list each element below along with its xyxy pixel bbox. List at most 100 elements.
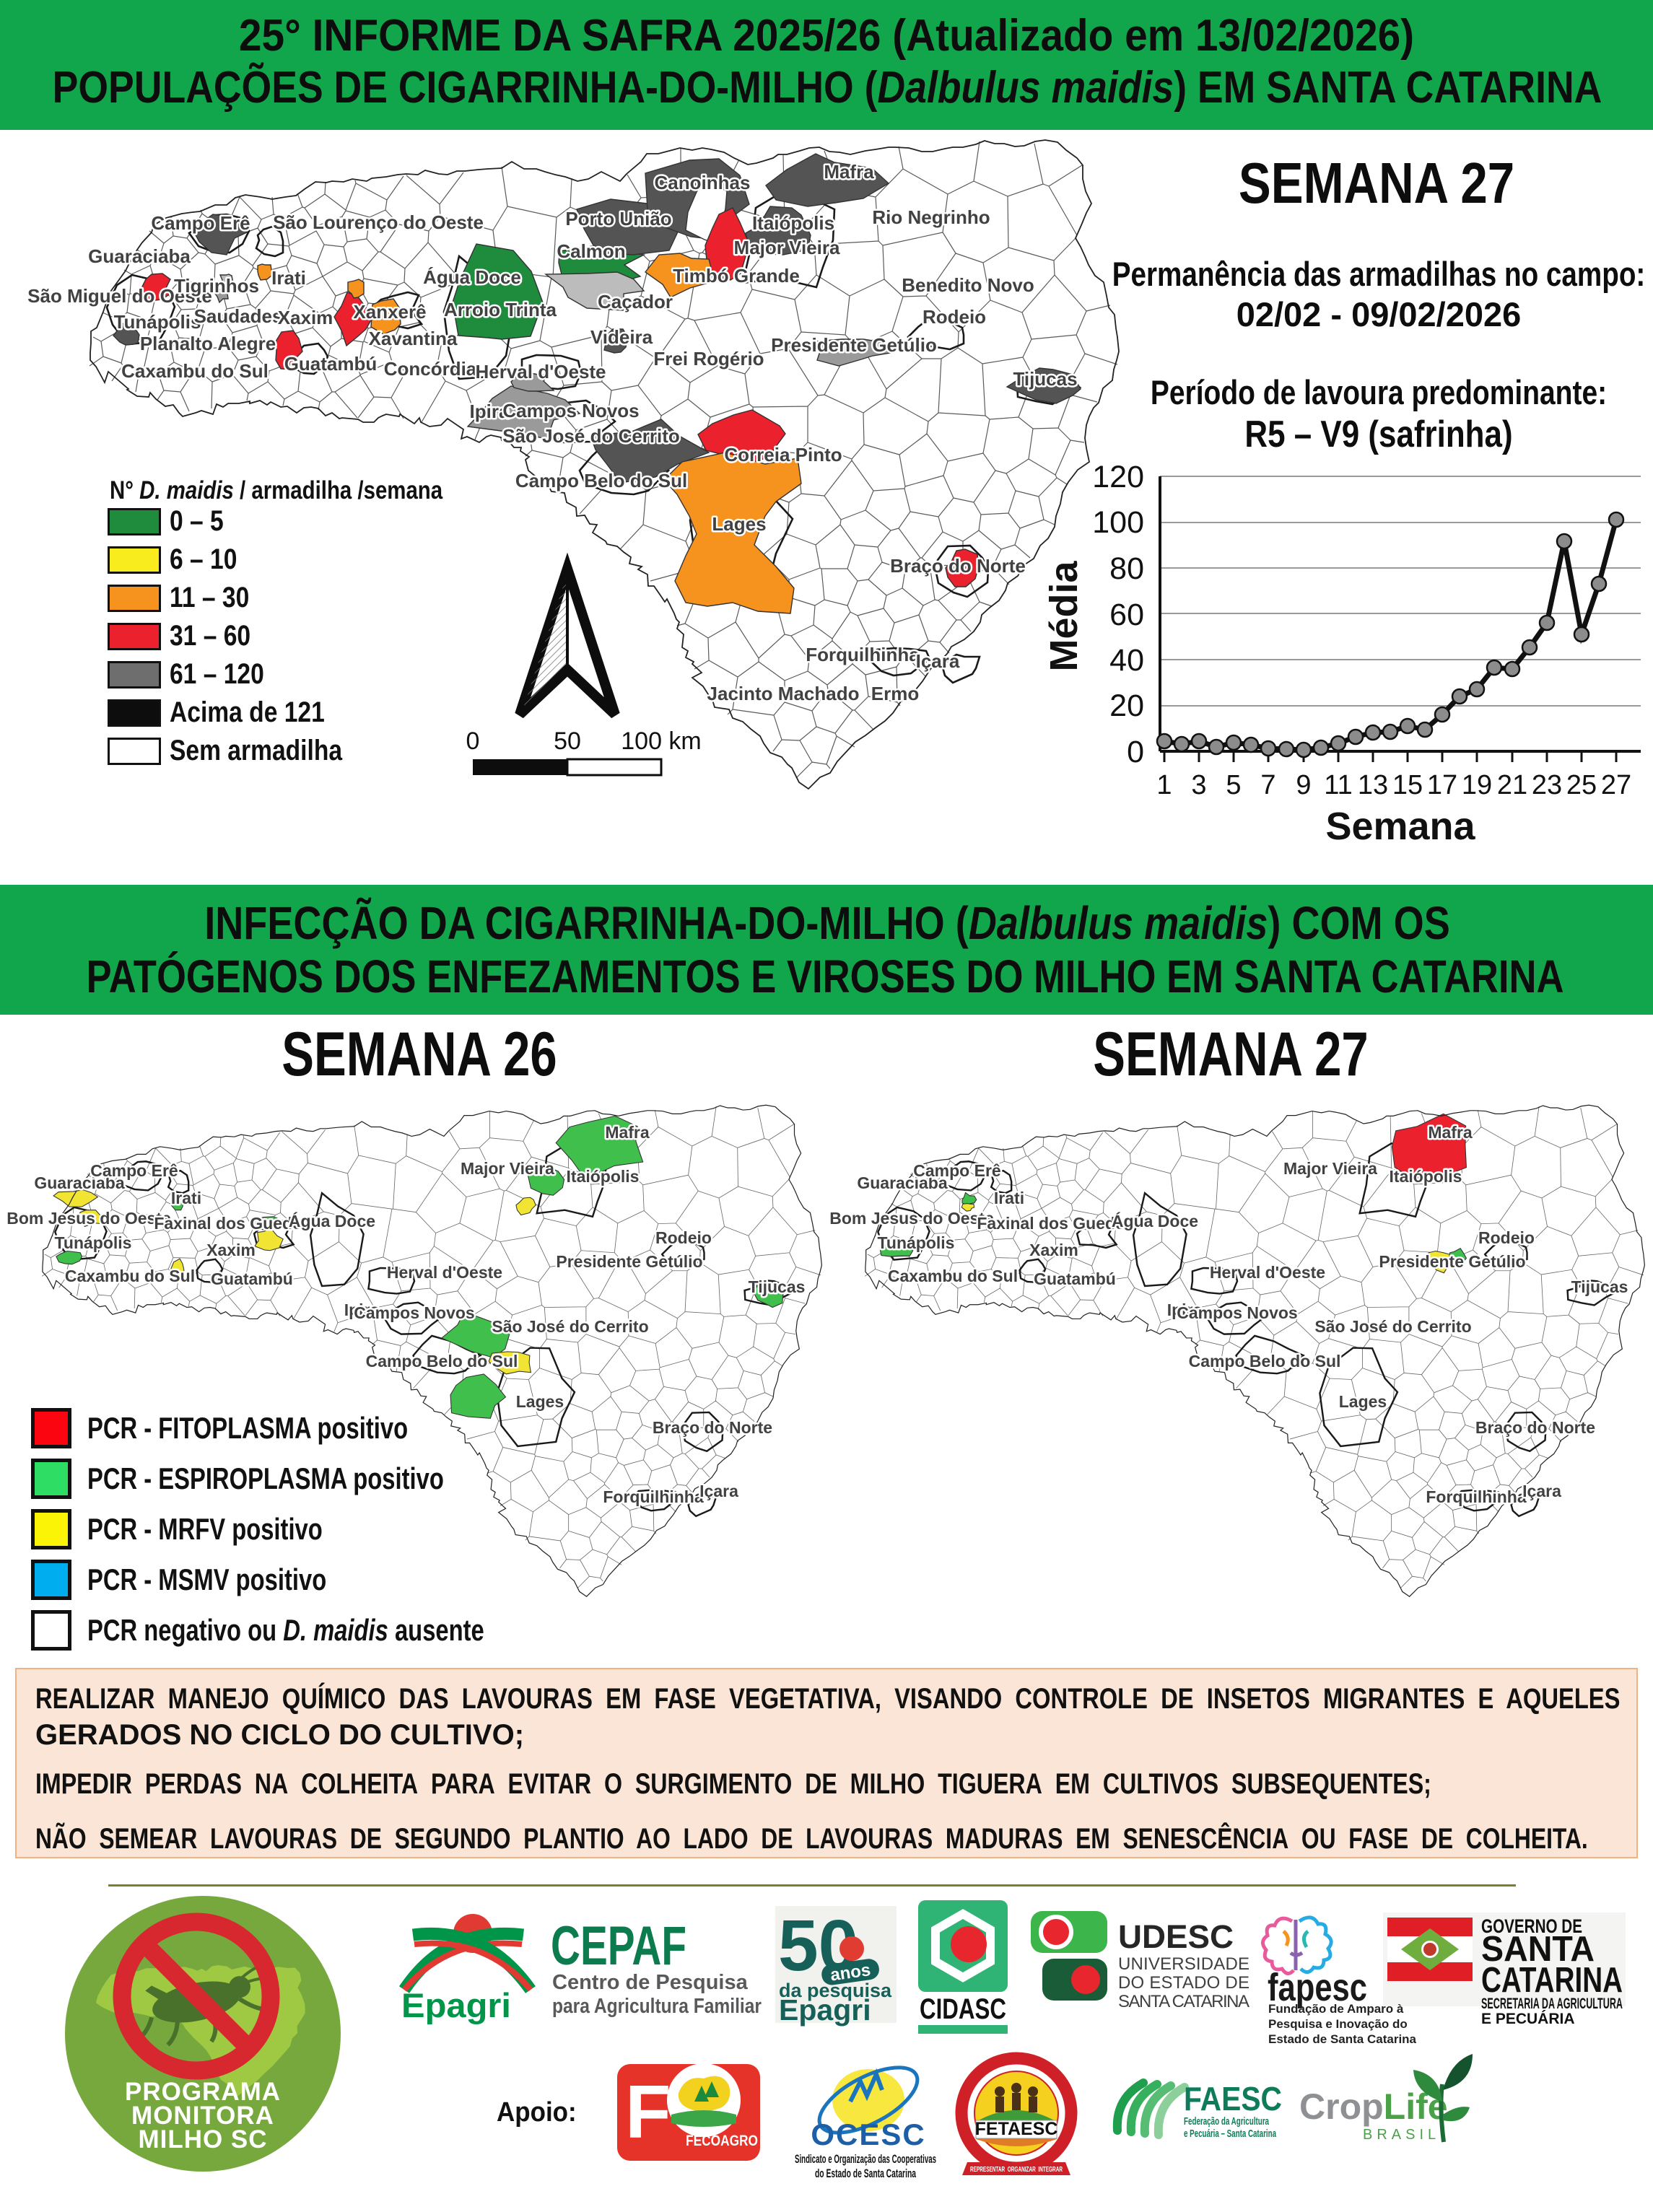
svg-text:CIDASC: CIDASC [920,1993,1006,2025]
svg-text:Epagri: Epagri [779,1993,871,2027]
svg-text:Água Doce: Água Doce [1112,1211,1198,1230]
svg-text:Forquilhinha: Forquilhinha [1426,1487,1526,1506]
svg-text:UNIVERSIDADE: UNIVERSIDADE [1118,1954,1249,1974]
svg-text:Rodeio: Rodeio [1478,1228,1535,1247]
svg-text:20: 20 [1109,688,1144,723]
svg-text:Guatambú: Guatambú [211,1269,293,1288]
svg-text:Média: Média [1042,561,1086,672]
svg-text:80: 80 [1109,551,1144,586]
svg-text:Braço do Norte: Braço do Norte [890,555,1026,577]
svg-text:Concórdia: Concórdia [384,358,477,380]
svg-text:Campo Belo do Sul: Campo Belo do Sul [1189,1352,1341,1371]
svg-text:Herval d'Oeste: Herval d'Oeste [475,361,606,382]
svg-text:0: 0 [1127,735,1144,769]
svg-text:Forquilhinha: Forquilhinha [603,1487,703,1506]
svg-text:São Lourenço do Oeste: São Lourenço do Oeste [273,211,484,233]
svg-text:Campo Erê: Campo Erê [90,1161,178,1180]
svg-text:Herval d'Oeste: Herval d'Oeste [387,1263,502,1282]
svg-text:São José do Cerrito: São José do Cerrito [1314,1317,1471,1336]
svg-text:Água Doce: Água Doce [289,1211,375,1230]
svg-text:Tijucas: Tijucas [1571,1277,1628,1296]
svg-text:Mafra: Mafra [1428,1123,1473,1142]
svg-text:Xavantina: Xavantina [369,328,458,349]
svg-text:Calmon: Calmon [557,240,625,262]
svg-text:Forquilhinha: Forquilhinha [806,644,920,665]
svg-text:Benedito Novo: Benedito Novo [902,274,1034,296]
svg-text:Mafra: Mafra [824,161,874,183]
svg-text:SECRETARIA DA AGRICULTURA: SECRETARIA DA AGRICULTURA [1481,1995,1623,2012]
svg-text:SANTA CATARINA: SANTA CATARINA [1118,1992,1249,2011]
svg-text:3: 3 [1191,770,1206,800]
svg-text:15: 15 [1392,770,1423,800]
svg-text:Braço do Norte: Braço do Norte [653,1418,772,1437]
svg-text:Tijucas: Tijucas [749,1277,806,1296]
svg-text:Guaraciaba: Guaraciaba [34,1173,124,1192]
svg-text:PROGRAMA: PROGRAMA [125,2078,281,2106]
svg-text:FAESC: FAESC [1184,2080,1282,2117]
svg-text:Rio Negrinho: Rio Negrinho [872,206,990,228]
svg-text:Lages: Lages [1339,1392,1387,1411]
svg-text:17: 17 [1427,770,1457,800]
svg-text:Campo Erê: Campo Erê [151,212,250,234]
svg-text:Federação da Agricultura: Federação da Agricultura [1184,2115,1269,2128]
svg-text:21: 21 [1497,770,1527,800]
svg-text:Jacinto Machado: Jacinto Machado [707,683,860,704]
svg-text:Saudades: Saudades [194,305,283,327]
svg-text:Fundação de Amparo à: Fundação de Amparo à [1268,2002,1404,2016]
svg-text:Tunápolis: Tunápolis [878,1233,955,1252]
svg-text:0: 0 [466,727,480,755]
svg-text:Major Vieira: Major Vieira [734,237,840,258]
svg-text:Major Vieira: Major Vieira [461,1159,554,1178]
svg-text:Braço do Norte: Braço do Norte [1475,1418,1595,1437]
svg-text:Içara: Içara [916,650,960,672]
svg-text:Porto União: Porto União [565,208,671,229]
svg-text:Videira: Videira [590,326,653,348]
svg-text:Xaxim: Xaxim [1029,1241,1078,1259]
svg-text:Presidente Getúlio: Presidente Getúlio [771,334,937,356]
svg-text:e Pecuária – Santa Catarina: e Pecuária – Santa Catarina [1184,2128,1276,2140]
svg-text:São José do Cerrito: São José do Cerrito [492,1317,648,1336]
svg-text:13: 13 [1358,770,1388,800]
svg-text:SANTA: SANTA [1481,1930,1595,1969]
svg-text:Içara: Içara [1522,1482,1561,1500]
svg-text:E PECUÁRIA: E PECUÁRIA [1481,2011,1575,2027]
svg-text:5: 5 [1226,770,1241,800]
svg-text:Major Vieira: Major Vieira [1283,1159,1377,1178]
svg-text:MILHO SC: MILHO SC [138,2125,267,2154]
svg-text:Campo Belo do Sul: Campo Belo do Sul [515,470,687,491]
svg-text:Ipira: Ipira [1167,1300,1203,1319]
svg-text:DO ESTADO DE: DO ESTADO DE [1118,1973,1249,1993]
svg-text:Canoinhas: Canoinhas [655,172,751,193]
svg-text:Tigrinhos: Tigrinhos [174,275,259,297]
svg-text:Semana: Semana [1325,805,1475,848]
svg-text:FECOAGRO: FECOAGRO [686,2133,758,2149]
svg-text:120: 120 [1092,460,1144,494]
svg-text:Frei Rogério: Frei Rogério [653,348,764,370]
svg-text:Presidente Getúlio: Presidente Getúlio [556,1252,702,1271]
svg-text:Itaiópolis: Itaiópolis [567,1167,640,1186]
svg-text:Ermo: Ermo [871,683,919,704]
svg-text:Irati: Irati [994,1189,1024,1207]
svg-text:Tunápolis: Tunápolis [55,1233,132,1252]
svg-text:Mafra: Mafra [605,1123,650,1142]
svg-text:Lages: Lages [712,513,766,535]
svg-text:Irati: Irati [271,267,306,289]
svg-text:da pesquisa: da pesquisa [779,1980,892,2001]
svg-text:MONITORA: MONITORA [131,2102,274,2130]
svg-text:Tijucas: Tijucas [1013,368,1077,390]
svg-text:São José do Cerrito: São José do Cerrito [502,425,680,447]
svg-text:Presidente Getúlio: Presidente Getúlio [1379,1252,1525,1271]
svg-text:Caxambu do Sul: Caxambu do Sul [65,1267,195,1285]
svg-text:100 km: 100 km [621,727,702,755]
svg-text:Sindicato e Organização das Co: Sindicato e Organização das Cooperativas [795,2152,936,2166]
svg-text:Campo Belo do Sul: Campo Belo do Sul [366,1352,518,1371]
svg-text:23: 23 [1532,770,1562,800]
svg-text:Campos Novos: Campos Novos [354,1303,474,1322]
svg-text:Tunápolis: Tunápolis [114,311,201,333]
svg-text:Herval d'Oeste: Herval d'Oeste [1210,1263,1325,1282]
svg-text:Irati: Irati [171,1189,201,1207]
svg-text:Guatambú: Guatambú [1034,1269,1116,1288]
svg-text:Arroio Trinta: Arroio Trinta [444,299,557,320]
svg-text:60: 60 [1109,598,1144,632]
svg-text:Guaraciaba: Guaraciaba [88,245,191,267]
